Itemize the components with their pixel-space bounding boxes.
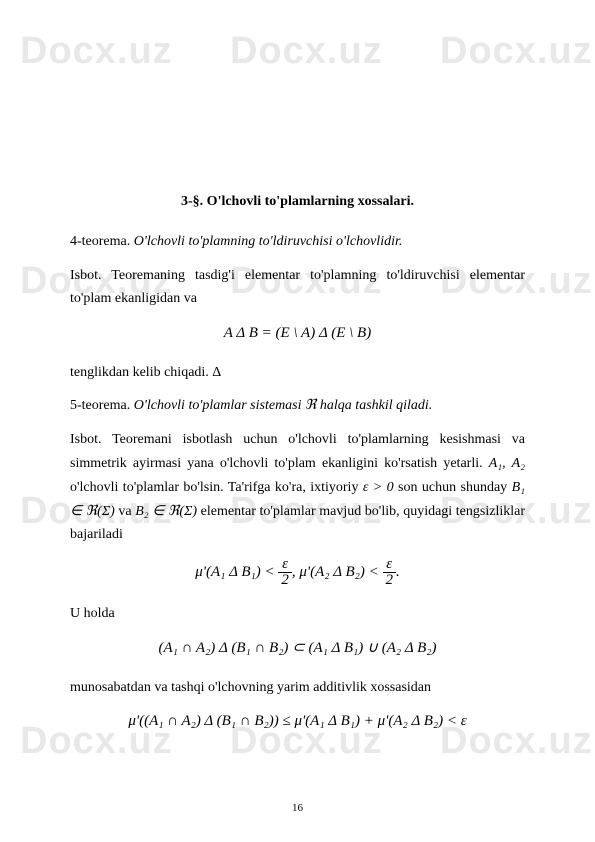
page-content: 3-§. O'lchovli to'plamlarning xossalari.… (0, 0, 595, 789)
theorem-5-text-b: halqa tashkil qiladi. (316, 398, 432, 413)
theorem-4-text: O'lchovli to'plamning to'ldiruvchisi o'l… (130, 234, 402, 249)
proof-4-intro: Isbot. Teoremaning tasdig'i elementar to… (70, 264, 525, 312)
theorem-4: 4-teorema. O'lchovli to'plamning to'ldir… (70, 230, 525, 254)
formula-2-end: . (396, 564, 400, 580)
proof-5-b: o'lchovli to'plamlar bo'lsin. Ta'rifga k… (70, 480, 363, 495)
formula-2-frac1: ε2 (278, 557, 292, 588)
formula-3: (A₁ ∩ A₂) Δ (B₁ ∩ B₂) ⊂ (A₁ Δ B₁) ∪ (A₂ … (70, 636, 525, 662)
proof-5-c: son uchun shunday (394, 480, 512, 495)
theorem-5: 5-teorema. O'lchovli to'plamlar sistemas… (70, 394, 525, 418)
theorem-5-text-a: O'lchovli to'plamlar sistemasi (134, 398, 305, 413)
proof-5-m1: A₁, A₂ (489, 456, 525, 471)
u-holda: U holda (70, 602, 525, 626)
relation-text: munosabatdan va tashqi o'lchovning yarim… (70, 676, 525, 700)
proof-5-a: Isbot. Teoremani isbotlash uchun o'lchov… (70, 432, 525, 471)
theorem-4-label: 4-teorema. (70, 234, 130, 249)
formula-2: μ'(A₁ Δ B₁) < ε2, μ'(A₂ Δ B₂) < ε2. (70, 557, 525, 588)
formula-2-b: μ'(A₂ Δ B₂) < (299, 564, 382, 580)
proof-5-d: va (115, 504, 135, 519)
formula-2-a: μ'(A₁ Δ B₁) < (195, 564, 278, 580)
formula-4: μ'((A₁ ∩ A₂) Δ (B₁ ∩ B₂)) ≤ μ'(A₁ Δ B₁) … (70, 709, 525, 735)
proof-4-end: tenglikdan kelib chiqadi. Δ (70, 361, 525, 385)
formula-1: A Δ B = (E \ A) Δ (E \ B) (70, 321, 525, 347)
theorem-5-label: 5-teorema. (70, 398, 134, 413)
formula-2-frac2: ε2 (383, 557, 397, 588)
theorem-5-sym: ℜ (305, 398, 316, 413)
proof-5: Isbot. Teoremani isbotlash uchun o'lchov… (70, 428, 525, 547)
proof-5-m2: ε > 0 (363, 480, 394, 495)
page-number: 16 (0, 802, 595, 814)
proof-5-m4: B₂ ∈ ℜ(Σ) (135, 504, 197, 519)
section-title: 3-§. O'lchovli to'plamlarning xossalari. (70, 190, 525, 214)
